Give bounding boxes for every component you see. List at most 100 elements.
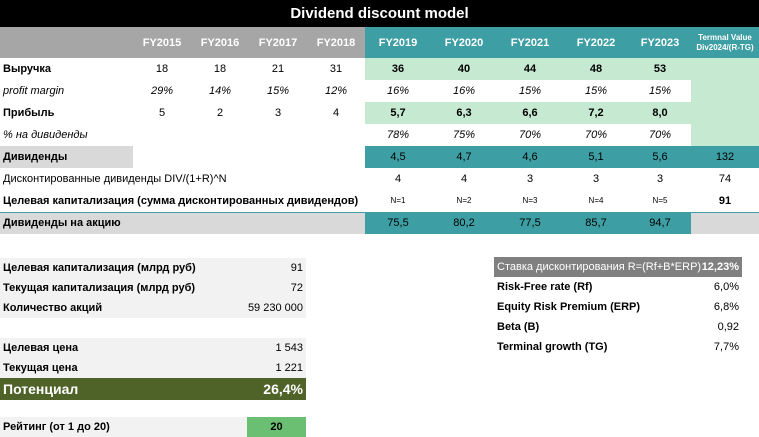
- cell[interactable]: 5,6: [629, 146, 691, 168]
- cell[interactable]: 4: [460, 173, 468, 185]
- year-header: FY2020: [431, 27, 497, 58]
- cell[interactable]: 12%: [324, 85, 348, 97]
- cell[interactable]: 94,7: [629, 211, 691, 234]
- cell[interactable]: 70%: [648, 129, 672, 141]
- value[interactable]: 72: [290, 282, 303, 294]
- cell[interactable]: 80,2: [431, 211, 497, 234]
- cell[interactable]: 53: [629, 58, 691, 80]
- label: Целевая капитализация (млрд руб): [3, 262, 196, 274]
- year-header: FY2023: [629, 27, 691, 58]
- cell[interactable]: 75,5: [365, 211, 431, 234]
- cell[interactable]: [691, 58, 759, 80]
- value[interactable]: 59 230 000: [247, 302, 303, 314]
- value[interactable]: 7,7%: [713, 341, 739, 353]
- year-header: FY2017: [249, 27, 307, 58]
- cell[interactable]: [691, 80, 759, 102]
- cell[interactable]: 2: [216, 107, 224, 119]
- cell[interactable]: 36: [365, 58, 431, 80]
- cell[interactable]: 75%: [452, 129, 476, 141]
- cell[interactable]: 5,7: [365, 102, 431, 124]
- cell[interactable]: 8,0: [629, 102, 691, 124]
- revenue-row: Выручка 18 18 21 31 36 40 44 48 53: [0, 58, 759, 80]
- cell[interactable]: [307, 124, 365, 146]
- cell[interactable]: 4: [394, 173, 402, 185]
- cell[interactable]: 4,5: [365, 146, 431, 168]
- year-header: FY2015: [133, 27, 191, 58]
- cell[interactable]: 4,7: [431, 146, 497, 168]
- cell[interactable]: 16%: [386, 85, 410, 97]
- cell[interactable]: 5: [158, 107, 166, 119]
- terminal-header-line1: Termnal Value: [698, 32, 752, 42]
- value[interactable]: 6,8%: [713, 301, 739, 313]
- discounted-dividends-row: Дисконтированные дивиденды DIV/(1+R)^N 4…: [0, 168, 759, 190]
- n-label: N=3: [522, 196, 538, 206]
- label: Equity Risk Premium (ERP): [497, 301, 641, 313]
- cell[interactable]: [249, 124, 307, 146]
- cell[interactable]: [691, 211, 759, 234]
- value[interactable]: 1 221: [275, 362, 303, 374]
- cell[interactable]: [191, 146, 249, 168]
- value[interactable]: 20: [247, 417, 306, 437]
- cell[interactable]: 78%: [386, 129, 410, 141]
- cell[interactable]: [249, 211, 307, 234]
- cell[interactable]: [307, 211, 365, 234]
- cell[interactable]: 5,1: [563, 146, 629, 168]
- cell[interactable]: 29%: [150, 85, 174, 97]
- cell[interactable]: 44: [497, 58, 563, 80]
- cell[interactable]: 31: [329, 63, 343, 75]
- cell[interactable]: 15%: [648, 85, 672, 97]
- value[interactable]: 6,0%: [713, 281, 739, 293]
- cell[interactable]: 7,2: [563, 102, 629, 124]
- cell[interactable]: 6,6: [497, 102, 563, 124]
- cell[interactable]: 15%: [266, 85, 290, 97]
- row-label: Дивиденды на акцию: [0, 211, 133, 234]
- cell[interactable]: 70%: [518, 129, 542, 141]
- cell[interactable]: 18: [155, 63, 169, 75]
- cell[interactable]: [191, 124, 249, 146]
- terminal-cell[interactable]: 132: [691, 146, 759, 168]
- page-title: Dividend discount model: [0, 0, 759, 27]
- value[interactable]: 91: [290, 262, 303, 274]
- cell[interactable]: 3: [592, 173, 600, 185]
- value[interactable]: 12,23%: [701, 261, 739, 273]
- value[interactable]: 1 543: [275, 342, 303, 354]
- cell[interactable]: 3: [656, 173, 664, 185]
- risk-free-summary: Risk-Free rate (Rf) 6,0%: [494, 277, 742, 297]
- cell[interactable]: 6,3: [431, 102, 497, 124]
- cell[interactable]: [307, 146, 365, 168]
- label: Risk-Free rate (Rf): [497, 281, 593, 293]
- ddm-table: FY2015 FY2016 FY2017 FY2018 FY2019 FY202…: [0, 27, 759, 234]
- cell[interactable]: 4,6: [497, 146, 563, 168]
- cell[interactable]: [249, 146, 307, 168]
- cell[interactable]: 15%: [518, 85, 542, 97]
- label: Ставка дисконтирования R=(Rf+B*ERP): [497, 261, 702, 273]
- cell[interactable]: 14%: [208, 85, 232, 97]
- cell[interactable]: [191, 211, 249, 234]
- current-cap-summary: Текущая капитализация (млрд руб) 72: [0, 278, 306, 298]
- value[interactable]: 26,4%: [263, 381, 303, 397]
- cell[interactable]: [133, 146, 191, 168]
- cell[interactable]: [691, 102, 759, 124]
- cell[interactable]: 3: [274, 107, 282, 119]
- header-row: FY2015 FY2016 FY2017 FY2018 FY2019 FY202…: [0, 27, 759, 58]
- cell[interactable]: 48: [563, 58, 629, 80]
- cell[interactable]: 40: [431, 58, 497, 80]
- cell[interactable]: 18: [213, 63, 227, 75]
- cell[interactable]: 15%: [584, 85, 608, 97]
- cell[interactable]: 85,7: [563, 211, 629, 234]
- potential-summary: Потенциал 26,4%: [0, 378, 306, 400]
- cell[interactable]: [133, 211, 191, 234]
- cell[interactable]: [133, 124, 191, 146]
- cell[interactable]: 21: [271, 63, 285, 75]
- cell[interactable]: 70%: [584, 129, 608, 141]
- label: Количество акций: [3, 302, 103, 314]
- cell[interactable]: [691, 124, 759, 146]
- cell[interactable]: 16%: [452, 85, 476, 97]
- year-header: FY2022: [563, 27, 629, 58]
- terminal-cell[interactable]: 74: [718, 173, 732, 185]
- cell[interactable]: 77,5: [497, 211, 563, 234]
- terminal-cell[interactable]: 91: [718, 194, 732, 207]
- value[interactable]: 0,92: [717, 321, 739, 333]
- cell[interactable]: 4: [332, 107, 340, 119]
- cell[interactable]: 3: [526, 173, 534, 185]
